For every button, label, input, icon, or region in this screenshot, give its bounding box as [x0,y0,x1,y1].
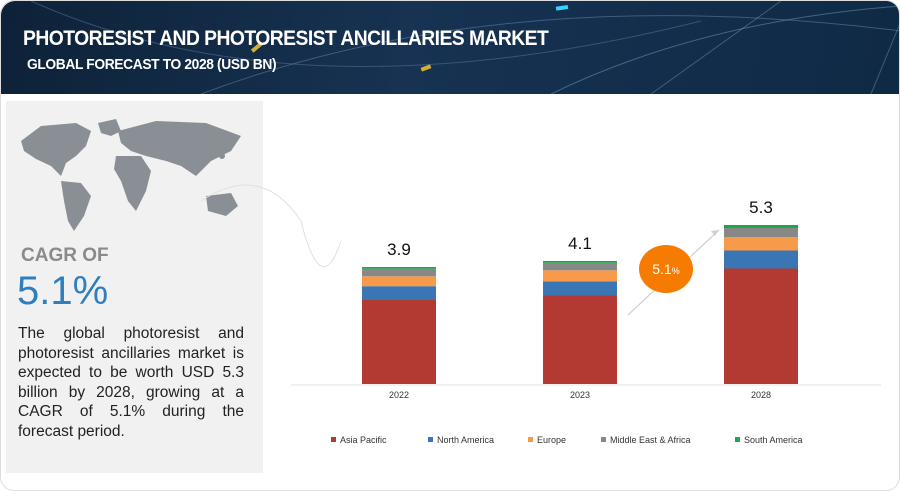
bar-segment-south-america-2023 [543,261,617,263]
legend-swatch-1 [428,437,433,442]
bar-segment-europe-2023 [543,270,617,282]
bar-segment-asia-pacific-2028 [724,268,798,384]
decorative-curve [200,184,342,268]
header-banner: PHOTORESIST AND PHOTORESIST ANCILLARIES … [1,1,899,94]
bar-segment-south-america-2028 [724,225,798,228]
x-tick-label-2022: 2022 [389,390,409,400]
bar-segment-asia-pacific-2023 [543,295,617,384]
world-map-icon [21,119,241,231]
bar-segment-europe-2028 [724,237,798,251]
chart-title: PHOTORESIST AND PHOTORESIST ANCILLARIES … [23,27,549,50]
bar-segment-middle-east-africa-2023 [543,262,617,271]
cagr-badge [639,245,693,293]
bar-segment-europe-2022 [362,276,436,287]
total-label-2028: 5.3 [749,198,773,217]
cagr-value: 5.1% [17,269,109,313]
legend-swatch-0 [331,437,336,442]
bar-segment-south-america-2022 [362,267,436,269]
bar-segment-middle-east-africa-2028 [724,228,798,237]
bar-segment-asia-pacific-2022 [362,299,436,384]
bar-segment-north-america-2023 [543,281,617,296]
bar-segment-north-america-2028 [724,250,798,269]
legend-swatch-4 [735,437,740,442]
summary-panel [6,101,263,473]
total-label-2023: 4.1 [568,234,592,253]
x-tick-label-2023: 2023 [570,390,590,400]
legend-swatch-3 [601,437,606,442]
chart-subtitle: GLOBAL FORECAST TO 2028 (USD BN) [27,56,277,73]
growth-arrowhead [711,230,719,236]
x-tick-label-2028: 2028 [751,390,771,400]
market-description: The global photoresist and photoresist a… [18,325,244,440]
legend-label-3: Middle East & Africa [610,435,691,445]
legend-label-2: Europe [537,435,566,445]
legend-label-4: South America [744,435,803,445]
total-label-2022: 3.9 [387,240,411,259]
legend-label-0: Asia Pacific [340,435,387,445]
header-background-lines [30,1,899,94]
bar-segment-middle-east-africa-2022 [362,268,436,277]
legend-swatch-2 [528,437,533,442]
cagr-badge-unit: % [672,266,680,276]
bar-segment-north-america-2022 [362,286,436,300]
cagr-label: CAGR OF [21,245,109,266]
legend-label-1: North America [437,435,494,445]
